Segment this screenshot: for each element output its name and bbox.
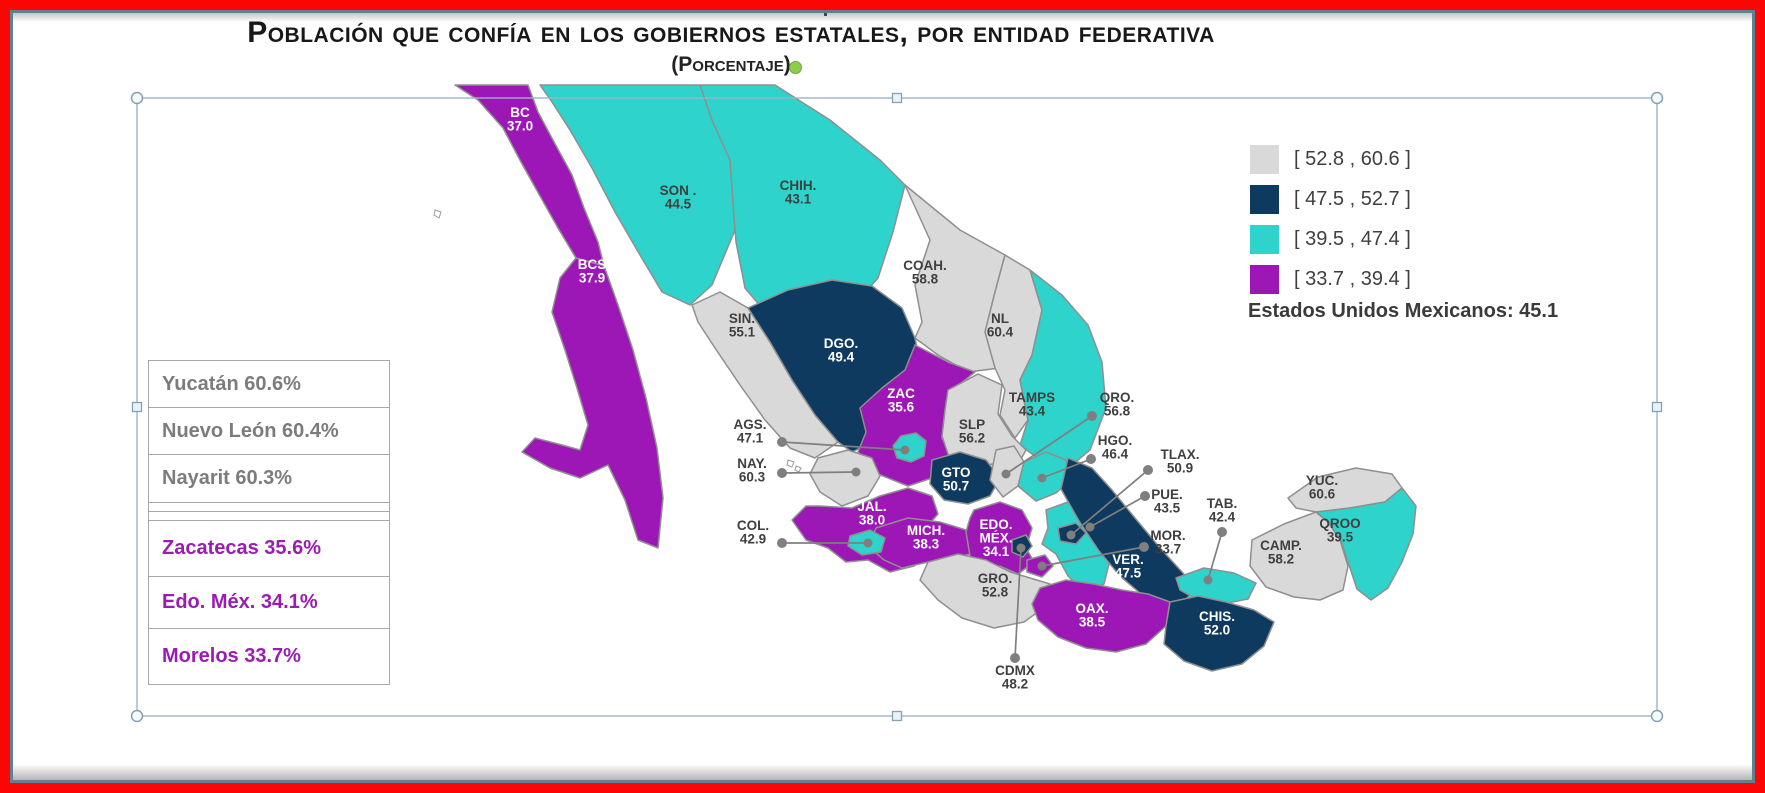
state-label-col: COL. 42.9 bbox=[737, 518, 769, 547]
state-label-gto: GTO 50.7 bbox=[941, 465, 970, 494]
leader-target-dot-pue bbox=[1085, 522, 1095, 532]
state-label-ags: AGS. 47.1 bbox=[733, 417, 766, 446]
ranking-spacer bbox=[149, 503, 389, 512]
island-1 bbox=[433, 209, 442, 219]
legend-item-1: [ 47.5 , 52.7 ] bbox=[1250, 185, 1411, 214]
state-nay[interactable] bbox=[809, 449, 881, 507]
state-label-tab: TAB. 42.4 bbox=[1207, 496, 1238, 525]
leader-target-dot-tlax bbox=[1066, 530, 1076, 540]
ranking-row: Nayarit 60.3% bbox=[149, 455, 389, 503]
state-label-slp: SLP 56.2 bbox=[959, 417, 985, 446]
state-label-dgo: DGO. 49.4 bbox=[824, 336, 859, 365]
leader-dot-pue bbox=[1140, 491, 1150, 501]
legend-swatch bbox=[1250, 265, 1279, 294]
leader-target-dot-qro bbox=[1001, 469, 1011, 479]
state-label-hgo: HGO. 46.4 bbox=[1098, 433, 1133, 462]
state-label-chih: CHIH. 43.1 bbox=[780, 178, 817, 207]
legend-item-3: [ 33.7 , 39.4 ] bbox=[1250, 265, 1411, 294]
leader-dot-ags bbox=[777, 437, 787, 447]
legend-label: [ 39.5 , 47.4 ] bbox=[1294, 228, 1411, 250]
leader-dot-hgo bbox=[1086, 454, 1096, 464]
island-3 bbox=[794, 465, 802, 473]
legend-swatch bbox=[1250, 225, 1279, 254]
legend-label: [ 33.7 , 39.4 ] bbox=[1294, 268, 1411, 290]
leader-dot-tab bbox=[1217, 527, 1227, 537]
cursor-mark bbox=[824, 8, 827, 16]
state-label-jal: JAL. 38.0 bbox=[857, 499, 886, 528]
state-bcs[interactable] bbox=[521, 257, 664, 549]
state-label-oax: OAX. 38.5 bbox=[1075, 601, 1108, 630]
legend: [ 52.8 , 60.6 ] [ 47.5 , 52.7 ] [ 39.5 , 4… bbox=[1250, 145, 1411, 305]
state-label-edomex: EDO. MÉX. 34.1 bbox=[979, 517, 1012, 559]
state-label-sin: SIN. 55.1 bbox=[729, 311, 756, 340]
ranking-box: Yucatán 60.6% Nuevo León 60.4% Nayarit 60.… bbox=[148, 360, 390, 685]
rotation-handle-dot[interactable] bbox=[789, 61, 802, 74]
ranking-row: Yucatán 60.6% bbox=[149, 361, 389, 408]
state-label-qro: QRO. 56.8 bbox=[1100, 390, 1135, 419]
leader-dot-qro bbox=[1087, 411, 1097, 421]
legend-label: [ 52.8 , 60.6 ] bbox=[1294, 148, 1411, 170]
state-label-mor: MOR. 33.7 bbox=[1150, 528, 1185, 557]
state-label-ver: VER. 47.5 bbox=[1112, 552, 1144, 581]
state-label-pue: PUE. 43.5 bbox=[1151, 487, 1183, 516]
ranking-spacer bbox=[149, 512, 389, 521]
state-label-chis: CHIS. 52.0 bbox=[1199, 609, 1235, 638]
ranking-row: Nuevo León 60.4% bbox=[149, 408, 389, 455]
leader-target-dot-nay bbox=[851, 467, 861, 477]
leader-target-dot-ags bbox=[900, 445, 910, 455]
state-label-gro: GRO. 52.8 bbox=[978, 571, 1013, 600]
state-label-tlax: TLAX. 50.9 bbox=[1161, 447, 1200, 476]
legend-national-value: Estados Unidos Mexicanos: 45.1 bbox=[1248, 300, 1559, 322]
state-label-zac: ZAC 35.6 bbox=[887, 386, 915, 415]
leader-dot-nay bbox=[777, 468, 787, 478]
leader-dot-mor bbox=[1139, 542, 1149, 552]
state-label-bc: BC 37.0 bbox=[507, 105, 533, 134]
leader-dot-cdmx bbox=[1010, 653, 1020, 663]
page-title: Población que confía en los gobiernos es… bbox=[247, 16, 1215, 49]
legend-label: [ 47.5 , 52.7 ] bbox=[1294, 188, 1411, 210]
state-label-nay: NAY. 60.3 bbox=[737, 456, 767, 485]
ranking-row: Zacatecas 35.6% bbox=[149, 521, 389, 577]
leader-target-dot-hgo bbox=[1037, 473, 1047, 483]
leader-dot-tlax bbox=[1143, 465, 1153, 475]
leader-target-dot-tab bbox=[1203, 575, 1213, 585]
state-label-cdmx: CDMX 48.2 bbox=[995, 663, 1035, 692]
legend-swatch bbox=[1250, 185, 1279, 214]
island-2 bbox=[786, 459, 795, 468]
state-label-yuc: YUC. 60.6 bbox=[1306, 473, 1338, 502]
ranking-row: Morelos 33.7% bbox=[162, 645, 301, 667]
state-label-son: SON . 44.5 bbox=[660, 183, 697, 212]
leader-dot-col bbox=[777, 538, 787, 548]
leader-target-dot-cdmx bbox=[1016, 543, 1026, 553]
leader-target-dot-mor bbox=[1037, 561, 1047, 571]
state-label-bcs: BCS 37.9 bbox=[578, 257, 607, 286]
legend-item-2: [ 39.5 , 47.4 ] bbox=[1250, 225, 1411, 254]
leader-line-nay bbox=[781, 471, 857, 474]
ranking-row: Edo. Méx. 34.1% bbox=[149, 577, 389, 629]
legend-item-0: [ 52.8 , 60.6 ] bbox=[1250, 145, 1411, 174]
page-subtitle: (Porcentaje) bbox=[671, 53, 791, 76]
legend-swatch bbox=[1250, 145, 1279, 174]
leader-target-dot-col bbox=[863, 538, 873, 548]
